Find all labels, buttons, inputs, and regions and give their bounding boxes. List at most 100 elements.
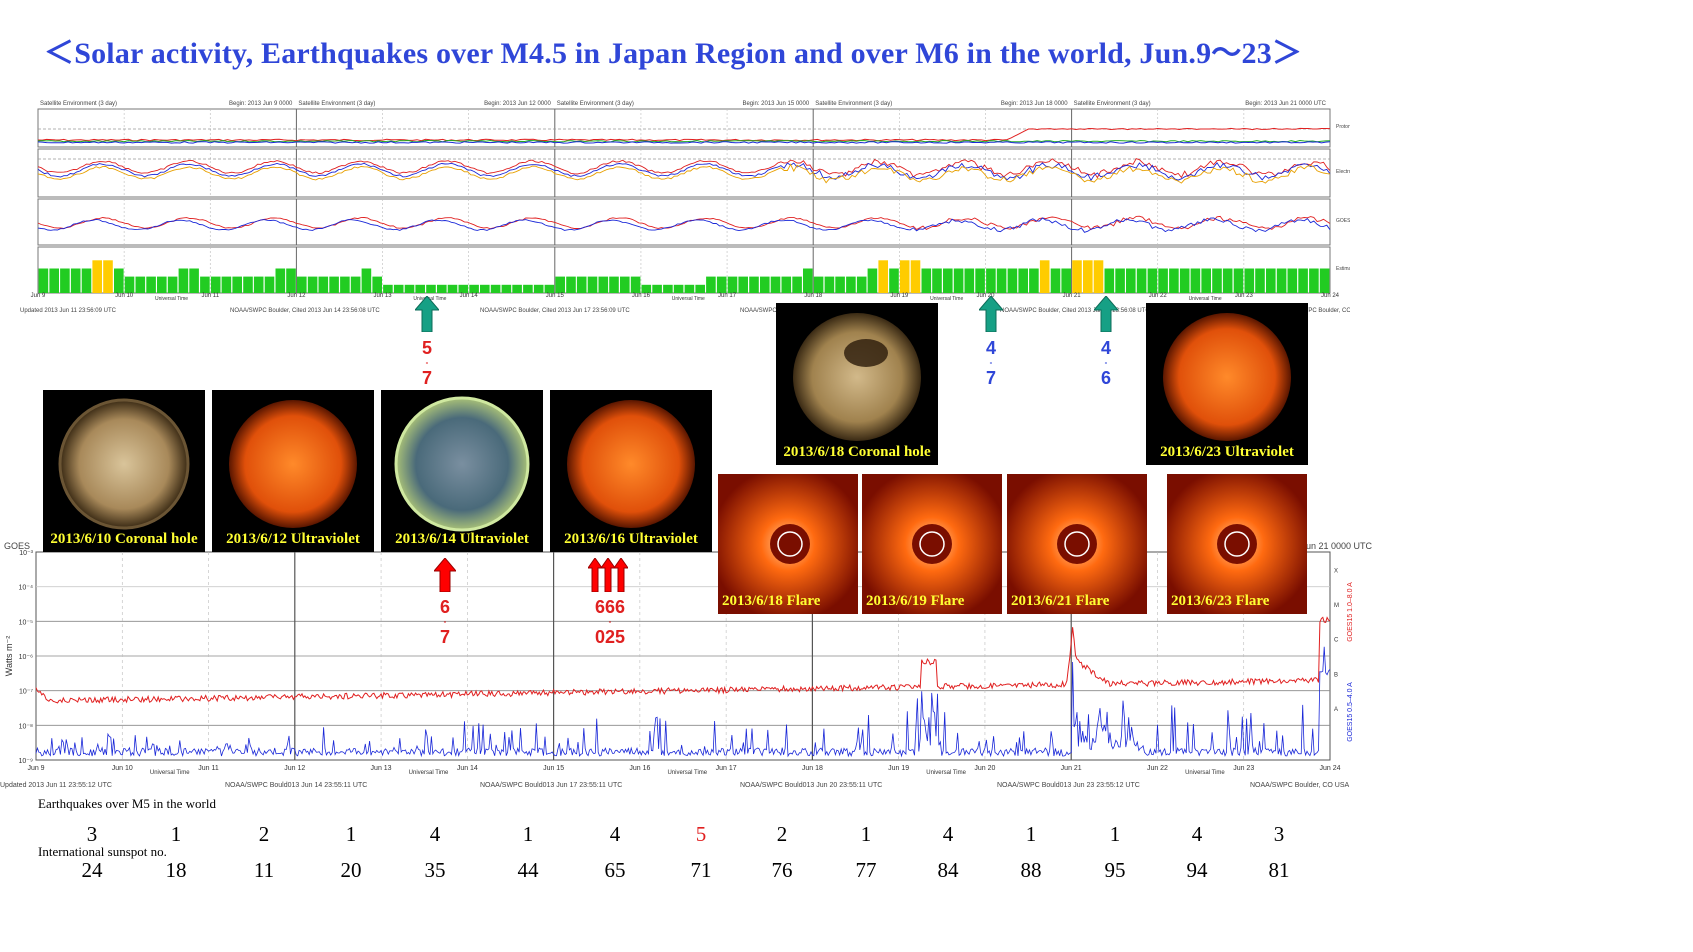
- marker-top-value: 6: [439, 597, 450, 617]
- panel-header: Satellite Environment (3 day): [557, 101, 634, 107]
- kp-bar: [157, 276, 167, 293]
- xray-long-label: GOES15 1.0–8.0 A: [1347, 582, 1354, 642]
- panel-begin: Begin: 2013 Jun 12 0000: [484, 101, 551, 107]
- sun-disk: [394, 396, 530, 532]
- sun-disk: [229, 400, 357, 528]
- kp-bar: [135, 276, 146, 293]
- electron-series-line: [37, 158, 1331, 179]
- up-arrow-icon: [977, 295, 1005, 333]
- kp-bar: [1319, 268, 1330, 293]
- sun-image-0614: 2013/6/14 Ultraviolet: [381, 390, 543, 552]
- updated-text: NOAA/SWPC Boulder, CO USA: [1280, 308, 1350, 314]
- kp-bar: [318, 276, 329, 293]
- kp-bar: [447, 284, 458, 293]
- kp-bar: [92, 260, 102, 293]
- axis-title: Universal Time: [155, 296, 188, 302]
- xray-header: GOES: [4, 541, 30, 551]
- panel-header: Satellite Environment (3 day): [815, 101, 892, 107]
- axis-day-label: Jun 12: [287, 293, 306, 299]
- xray-updated-text: Updated 2013 Jun 11 23:55:12 UTC: [0, 782, 112, 789]
- kp-bar: [609, 276, 619, 293]
- sunspot-number: 20: [340, 858, 362, 882]
- marker-top-value: 666: [594, 597, 626, 617]
- xray-updated-text: NOAA/SWPC Bould013 Jun 17 23:55:11 UTC: [480, 782, 622, 789]
- panel-begin: Begin: 2013 Jun 18 0000: [1001, 101, 1068, 107]
- kp-bar: [576, 276, 587, 293]
- axis-day-label: Jun 21: [1063, 293, 1082, 299]
- kp-bar: [824, 276, 835, 293]
- flare-caption: 2013/6/21 Flare: [1011, 593, 1110, 609]
- quake-count: 4: [942, 822, 954, 846]
- green-marker-2: [977, 295, 1005, 333]
- xray-ytick: 10⁻⁸: [19, 723, 33, 730]
- flare-caption: 2013/6/23 Flare: [1171, 593, 1270, 609]
- xray-axis-day: Jun 18: [802, 765, 823, 772]
- sunspot-number: 24: [81, 858, 103, 882]
- kp-bar: [307, 276, 318, 293]
- flare-class-label: A: [1334, 707, 1338, 713]
- kp-bar: [641, 284, 652, 293]
- sunspot-number: 44: [517, 858, 539, 882]
- axis-day-label: Jun 9: [31, 293, 46, 299]
- kp-bar: [1190, 268, 1201, 293]
- sunspot-number: 71: [690, 858, 712, 882]
- axis-day-label: Jun 10: [115, 293, 134, 299]
- xray-axis-day: Jun 12: [284, 765, 305, 772]
- kp-bar: [1169, 268, 1179, 293]
- kp-bar: [70, 268, 81, 293]
- marker-bottom-value: 025: [594, 627, 626, 647]
- sun-caption: 2013/6/14 Ultraviolet: [395, 531, 529, 547]
- flare-image-0621: 2013/6/21 Flare: [1007, 474, 1147, 614]
- kp-bar: [350, 276, 361, 293]
- kp-bar: [523, 284, 533, 293]
- kp-bar: [953, 268, 964, 293]
- xray-ytick: 10⁻⁷: [19, 689, 33, 696]
- xray-updated-text: NOAA/SWPC Bould013 Jun 23 23:55:12 UTC: [997, 782, 1140, 789]
- quake-count: 1: [345, 822, 357, 846]
- kp-bar: [1050, 268, 1061, 293]
- panel-header: Satellite Environment (3 day): [298, 101, 375, 107]
- xray-short-series: [35, 646, 1331, 758]
- sunspot-number: 95: [1104, 858, 1126, 882]
- kp-bar: [943, 268, 953, 293]
- marker-bottom-value: 6: [1100, 368, 1111, 388]
- sunspot-row-label: International sunspot no.: [38, 844, 167, 859]
- kp-bar: [458, 284, 469, 293]
- kp-bar: [178, 268, 189, 293]
- kp-bar: [813, 276, 824, 293]
- up-arrow-icon: [413, 295, 441, 333]
- kp-bar: [200, 276, 210, 293]
- sunspot-number: 88: [1020, 858, 1042, 882]
- xray-axis-day: Jun 19: [888, 765, 909, 772]
- quake-count: 2: [776, 822, 788, 846]
- kp-bar: [1212, 268, 1222, 293]
- kp-bar: [114, 268, 124, 293]
- kp-bar: [210, 276, 221, 293]
- xray-axis-day: Jun 20: [974, 765, 995, 772]
- axis-day-label: Jun 24: [1321, 293, 1340, 299]
- kp-bar: [652, 284, 662, 293]
- kp-bar: [275, 268, 286, 293]
- sunspot-number: 65: [604, 858, 626, 882]
- kp-bar: [264, 276, 275, 293]
- quake-count: 2: [258, 822, 270, 846]
- xray-ylabel: Watts m⁻²: [4, 636, 14, 676]
- kp-bar: [393, 284, 404, 293]
- sunspot-number: 35: [424, 858, 446, 882]
- kp-bar: [383, 284, 393, 293]
- sunspot-numbers-row: 24 18 11 20 35 44 65 71 76 77 84 88 95 94 81: [0, 858, 1693, 888]
- panel-right-label: Proton Flux: [1336, 124, 1350, 130]
- kp-bar: [340, 276, 350, 293]
- xray-updated-text: NOAA/SWPC Bould013 Jun 14 23:55:11 UTC: [225, 782, 367, 789]
- green-marker-3: [1092, 295, 1120, 333]
- updated-text: NOAA/SWPC Boulder, Cited 2013 Jun 23 23:…: [1000, 308, 1150, 314]
- sun-image-0610: 2013/6/10 Coronal hole: [43, 390, 205, 552]
- kp-bar: [1083, 260, 1093, 293]
- kp-bar: [716, 276, 727, 293]
- kp-bar: [103, 260, 113, 293]
- quake-count: 1: [1025, 822, 1037, 846]
- quake-count: 1: [1109, 822, 1121, 846]
- kp-bar: [404, 284, 415, 293]
- xray-axis-title: Universal Time: [1185, 770, 1225, 776]
- satellite-environment-chart: Satellite Environment (3 day) Begin: 2013…: [20, 101, 1350, 314]
